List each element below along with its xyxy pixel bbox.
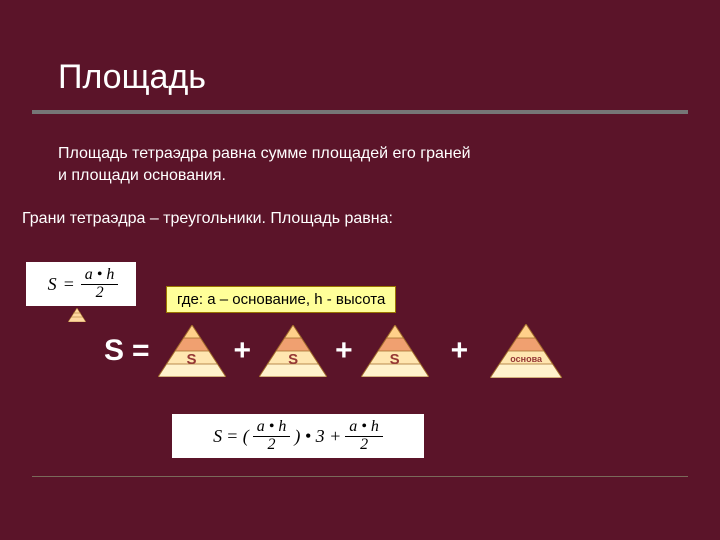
page-title: Площадь — [58, 58, 206, 97]
eq-plus-1: + — [234, 334, 252, 368]
paragraph-1: Площадь тетраэдра равна сумме площадей е… — [58, 143, 471, 186]
formula1-eq: = — [63, 274, 75, 295]
formula2-eq: = ( — [226, 426, 249, 447]
triangle-face-1: S — [158, 325, 226, 377]
triangle-face-2: S — [259, 325, 327, 377]
triangle-2-label: S — [259, 351, 327, 368]
para1-line1: Площадь тетраэдра равна сумме площадей е… — [58, 145, 471, 162]
title-underline — [32, 110, 688, 114]
formula2-den1: 2 — [264, 437, 280, 454]
paragraph-2: Грани тетраэдра – треугольники. Площадь … — [22, 210, 393, 228]
eq-equals: = — [132, 334, 150, 368]
formula2-lhs: S — [213, 426, 222, 447]
formula2-den2: 2 — [356, 437, 372, 454]
eq-plus-2: + — [335, 334, 353, 368]
formula2-num1: a • h — [253, 419, 291, 437]
legend-box: где: a – основание, h - высота — [166, 286, 396, 313]
sum-equation: S = S + — [104, 324, 562, 378]
triangle-3-label: S — [361, 351, 429, 368]
triangle-base: основа — [490, 324, 562, 378]
formula1-lhs: S — [44, 274, 57, 295]
title-block: Площадь — [58, 58, 206, 97]
triangle-base-label: основа — [490, 354, 562, 364]
eq-S: S — [104, 334, 124, 368]
formula1-fraction: a • h 2 — [81, 267, 119, 302]
para1-line2: и площади основания. — [58, 167, 226, 184]
eq-plus-3: + — [451, 334, 469, 368]
triangle-face-3: S — [361, 325, 429, 377]
formula-face-area: S = a • h 2 — [26, 262, 136, 306]
formula2-mid: ) • 3 + — [294, 426, 341, 447]
formula-total-area: S = ( a • h 2 ) • 3 + a • h 2 — [172, 414, 424, 458]
formula1-denominator: 2 — [92, 285, 108, 302]
bottom-divider — [32, 476, 688, 477]
formula2-frac1: a • h 2 — [253, 419, 291, 454]
formula2-num2: a • h — [345, 419, 383, 437]
tiny-triangle-icon — [68, 308, 86, 322]
formula1-numerator: a • h — [81, 267, 119, 285]
formula2-frac2: a • h 2 — [345, 419, 383, 454]
triangle-1-label: S — [158, 351, 226, 368]
slide: Площадь Площадь тетраэдра равна сумме пл… — [0, 0, 720, 540]
